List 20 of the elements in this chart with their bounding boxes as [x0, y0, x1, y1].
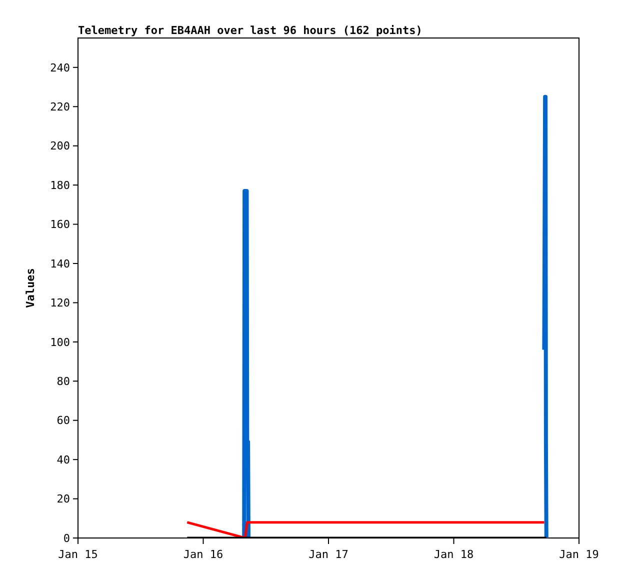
- y-tick-label: 120: [50, 296, 70, 310]
- y-tick-label: 200: [50, 140, 70, 153]
- chart-title: Telemetry for EB4AAH over last 96 hours (162 points): [78, 24, 422, 37]
- y-axis-title: Values: [24, 268, 37, 308]
- x-tick-label: Jan 18: [434, 548, 474, 561]
- y-tick-label: 180: [50, 178, 70, 192]
- y-tick-label: 140: [50, 257, 70, 270]
- y-tick-label: 160: [50, 218, 70, 232]
- x-tick-label: Jan 17: [308, 548, 348, 561]
- x-tick-label: Jan 19: [559, 548, 599, 561]
- y-tick-label: 20: [56, 492, 70, 506]
- y-tick-label: 220: [50, 100, 70, 114]
- y-tick-label: 60: [56, 414, 70, 428]
- y-tick-label: 40: [56, 453, 70, 466]
- x-tick-label: Jan 15: [58, 548, 98, 561]
- y-tick-label: 0: [63, 532, 70, 545]
- x-tick-label: Jan 16: [183, 548, 224, 561]
- y-tick-label: 240: [50, 61, 70, 74]
- y-tick-label: 100: [50, 336, 70, 349]
- y-tick-label: 80: [56, 374, 70, 388]
